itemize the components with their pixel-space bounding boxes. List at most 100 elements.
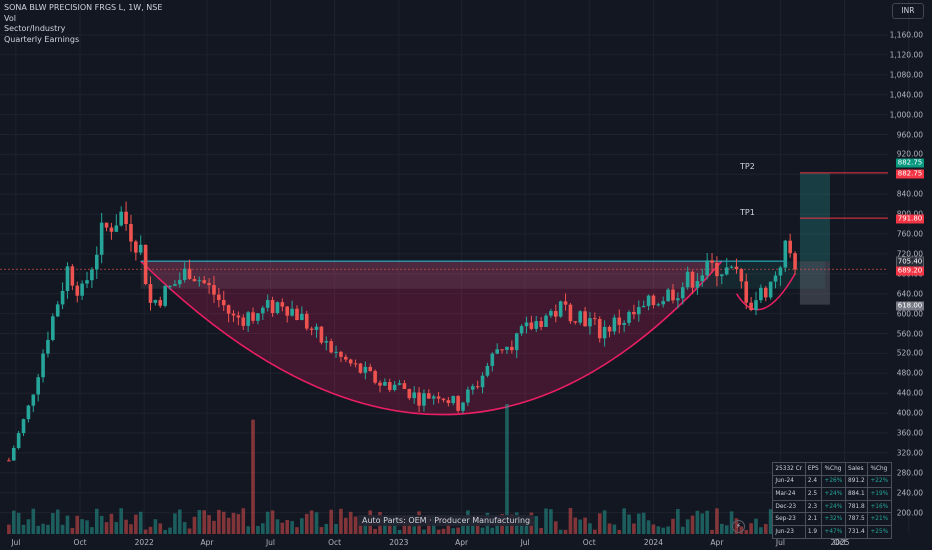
candle bbox=[143, 244, 148, 285]
volume-bar bbox=[265, 511, 270, 534]
price-tick-label: 320.00 bbox=[896, 448, 923, 458]
candle bbox=[422, 393, 426, 406]
candle bbox=[534, 321, 539, 329]
volume-bar bbox=[593, 529, 597, 534]
volume-bar bbox=[720, 523, 724, 534]
candle bbox=[246, 312, 250, 326]
volume-bar bbox=[666, 526, 670, 534]
candle bbox=[656, 304, 661, 306]
volume-bar bbox=[534, 516, 539, 534]
earnings-cell: +24% bbox=[821, 487, 846, 501]
candle bbox=[451, 396, 456, 404]
volume-bar bbox=[412, 526, 416, 534]
candle bbox=[763, 287, 768, 298]
time-tick-label: Jul bbox=[775, 538, 785, 547]
volume-bar bbox=[519, 521, 524, 534]
earnings-indicator-label[interactable]: Quarterly Earnings bbox=[4, 34, 80, 44]
volume-bar bbox=[637, 513, 641, 534]
candle bbox=[573, 321, 578, 323]
volume-bar bbox=[85, 520, 89, 534]
volume-bar bbox=[588, 523, 592, 534]
volume-bar bbox=[173, 513, 177, 534]
lightning-icon[interactable]: ⚡ bbox=[732, 520, 745, 533]
candle bbox=[109, 227, 114, 232]
time-tick-label: Apr bbox=[710, 538, 724, 547]
candle bbox=[475, 386, 480, 388]
earnings-header: %Chg bbox=[821, 462, 846, 476]
candle bbox=[431, 396, 436, 399]
volume-bar bbox=[544, 508, 548, 534]
volume-bar bbox=[119, 508, 123, 534]
price-tick-label: 400.00 bbox=[896, 408, 923, 418]
candle bbox=[334, 351, 338, 353]
volume-bar bbox=[304, 513, 309, 534]
volume-bar bbox=[55, 509, 60, 534]
volume-bar bbox=[163, 529, 167, 534]
price-tick-label: 560.00 bbox=[896, 329, 923, 338]
candle bbox=[51, 316, 55, 340]
earnings-cell: 2.3 bbox=[804, 499, 823, 514]
candle bbox=[275, 302, 280, 314]
candle bbox=[173, 284, 177, 286]
volume-indicator-label[interactable]: Vol bbox=[4, 13, 16, 23]
price-tick-label: 240.00 bbox=[896, 488, 923, 498]
volume-bar bbox=[597, 513, 602, 534]
volume-bar bbox=[363, 520, 368, 534]
candle bbox=[651, 295, 656, 306]
volume-bar bbox=[558, 529, 563, 534]
candle bbox=[553, 311, 558, 317]
volume-bar bbox=[309, 510, 314, 534]
volume-bar bbox=[148, 526, 153, 534]
candle bbox=[129, 223, 133, 242]
earnings-header-row: 25332 Cr EPS %Chg Sales %Chg bbox=[772, 462, 892, 476]
volume-bar bbox=[226, 517, 231, 534]
volume-bar bbox=[573, 517, 578, 534]
volume-bar bbox=[651, 524, 656, 534]
candle bbox=[724, 267, 729, 275]
candle bbox=[207, 283, 211, 286]
candle bbox=[470, 386, 475, 390]
candle bbox=[148, 284, 153, 303]
volume-bar bbox=[607, 523, 612, 534]
volume-bar bbox=[617, 529, 622, 534]
price-tick-label: 600.00 bbox=[896, 309, 923, 319]
time-tick-label: 2024 bbox=[643, 538, 663, 547]
volume-bar bbox=[94, 508, 99, 534]
volume-bar bbox=[221, 511, 226, 534]
candle bbox=[124, 211, 128, 224]
candle bbox=[163, 285, 167, 306]
sector-indicator-label[interactable]: Sector/Industry bbox=[4, 24, 66, 33]
candle bbox=[456, 396, 460, 411]
symbol-title[interactable]: SONA BLW PRECISION FRGS L, 1W, NSE bbox=[4, 3, 163, 12]
currency-button[interactable]: INR bbox=[892, 3, 924, 19]
volume-bar bbox=[80, 519, 84, 534]
earnings-row: Mar-24 2.5 +24% 884.1 +19% bbox=[772, 487, 892, 501]
volume-bar bbox=[690, 515, 695, 534]
candle bbox=[695, 281, 700, 288]
candle bbox=[661, 301, 666, 305]
volume-bar bbox=[202, 510, 207, 534]
price-tick-label: 720.00 bbox=[896, 249, 923, 259]
candle bbox=[90, 269, 94, 281]
candle bbox=[104, 222, 109, 228]
candle bbox=[729, 266, 734, 268]
candle bbox=[231, 313, 236, 316]
price-tick-label: 440.00 bbox=[896, 388, 923, 398]
candle bbox=[182, 268, 187, 280]
volume-bar bbox=[461, 523, 465, 534]
candle bbox=[80, 283, 84, 296]
candle bbox=[114, 225, 119, 232]
earnings-header: 25332 Cr bbox=[772, 462, 806, 476]
earnings-cell: +32% bbox=[821, 512, 846, 526]
volume-bar bbox=[627, 514, 631, 534]
candle bbox=[65, 266, 70, 291]
candle bbox=[353, 363, 358, 365]
candle bbox=[710, 260, 714, 263]
price-tick-label: 1,040.00 bbox=[889, 90, 923, 100]
candle bbox=[720, 274, 724, 277]
candle bbox=[241, 317, 246, 326]
volume-bar bbox=[744, 529, 749, 534]
volume-bar bbox=[549, 509, 553, 534]
volume-bar bbox=[124, 519, 128, 534]
